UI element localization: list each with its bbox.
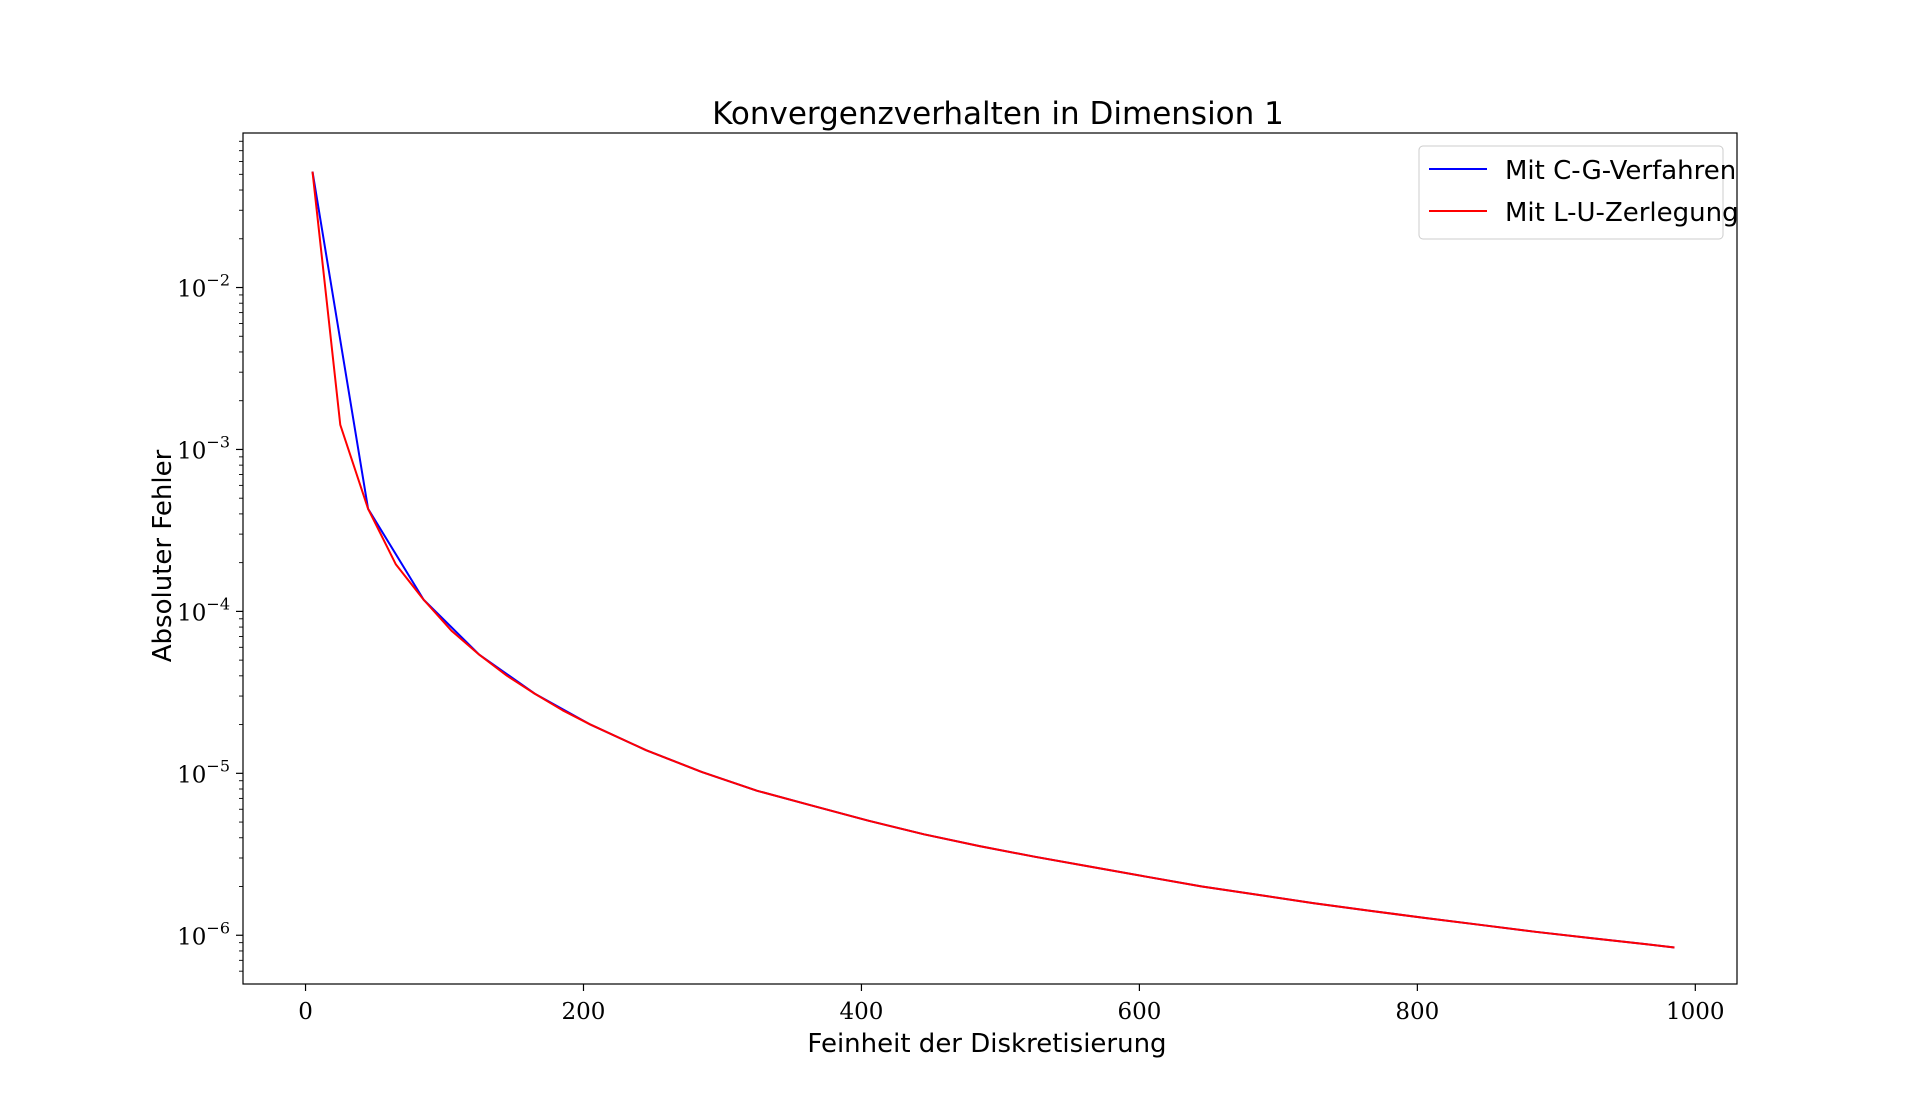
axes-frame bbox=[242, 132, 1738, 985]
legend-label-cg: Mit C-G-Verfahren bbox=[1505, 156, 1736, 186]
x-axis-ticks: 0 200 400 600 800 1000 bbox=[298, 984, 1725, 1025]
legend-box bbox=[1418, 145, 1724, 240]
y-axis-ticks: 10−6 10−5 10−4 10−3 10−2 bbox=[177, 140, 243, 972]
x-tick-label-0: 0 bbox=[298, 999, 313, 1025]
y-tick-label-0: 10−6 bbox=[177, 918, 230, 950]
series-layer bbox=[311, 171, 1675, 949]
chart-title: Konvergenzverhalten in Dimension 1 bbox=[712, 96, 1284, 132]
legend-label-lu: Mit L-U-Zerlegung bbox=[1505, 198, 1739, 228]
legend: Mit C-G-Verfahren Mit L-U-Zerlegung bbox=[1418, 145, 1739, 240]
y-tick-label-2: 10−4 bbox=[177, 594, 230, 626]
y-axis-label: Absoluter Fehler bbox=[148, 449, 178, 662]
y-tick-label-4: 10−2 bbox=[177, 271, 230, 303]
series-line-1 bbox=[311, 171, 1675, 949]
x-axis-label: Feinheit der Diskretisierung bbox=[807, 1029, 1166, 1059]
x-tick-label-1: 200 bbox=[562, 999, 606, 1025]
x-tick-label-5: 1000 bbox=[1666, 999, 1725, 1025]
x-tick-label-2: 400 bbox=[839, 999, 883, 1025]
y-tick-label-3: 10−3 bbox=[177, 432, 230, 464]
x-tick-label-4: 800 bbox=[1395, 999, 1439, 1025]
x-tick-label-3: 600 bbox=[1117, 999, 1161, 1025]
y-tick-label-1: 10−5 bbox=[177, 756, 230, 788]
plot-area: 0 200 400 600 800 1000 10−6 10−5 10−4 10−3 10−2 bbox=[177, 132, 1738, 1025]
